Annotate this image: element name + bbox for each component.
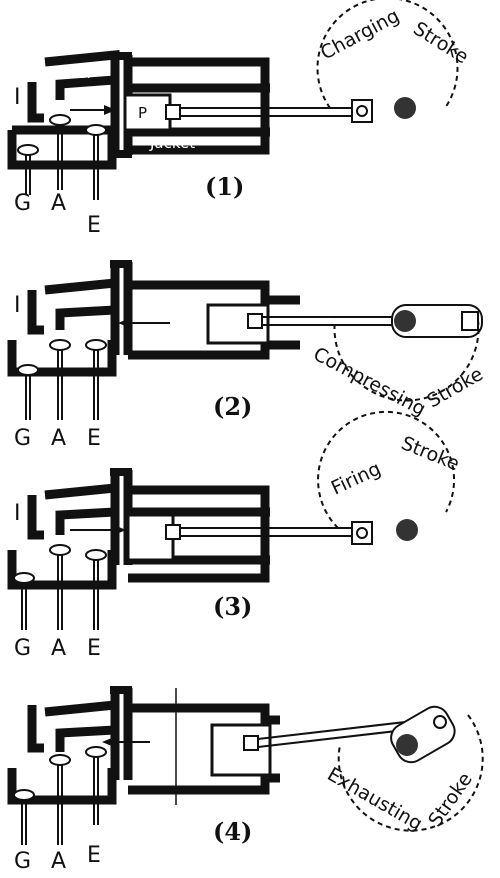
valve-label-g-3: G — [14, 636, 31, 661]
piston-4 — [210, 723, 272, 777]
valves-3 — [13, 544, 107, 630]
panel-2: I Compressing Stroke G A E (2) — [7, 260, 487, 451]
water-label-left: water — [50, 64, 94, 82]
rod-2 — [247, 304, 483, 338]
jacket-label: Jacket — [149, 134, 195, 152]
stroke-arc-2 — [333, 319, 480, 402]
stage-number-4: (4) — [213, 817, 252, 846]
piston-1 — [123, 93, 172, 132]
flow-arrow-3 — [70, 525, 126, 535]
rod-4 — [243, 705, 456, 764]
lever-4 — [27, 705, 44, 753]
stroke-word-3b: Stroke — [398, 432, 462, 475]
valve-label-a-3: A — [51, 636, 66, 661]
valve-label-e-4: E — [87, 843, 101, 868]
stroke-word-4a: Exhausting — [324, 763, 427, 835]
lever-label-3: I — [14, 501, 21, 526]
valve-label-a-1: A — [51, 191, 66, 216]
stroke-arc-3 — [317, 410, 456, 529]
valve-label-e-2: E — [87, 426, 101, 451]
lever-3 — [27, 495, 44, 540]
stroke-word-2a: Compressing — [310, 343, 430, 421]
valve-label-e-3: E — [87, 636, 101, 661]
flow-arrow-4 — [102, 737, 150, 747]
stroke-arc-4 — [337, 714, 484, 832]
rod-1 — [165, 97, 416, 123]
piston-label: P — [138, 104, 147, 122]
lever-label-2: I — [14, 293, 21, 318]
rod-3 — [165, 519, 418, 545]
stroke-word-3a: Firing — [328, 458, 384, 500]
crank-1 — [394, 97, 416, 119]
stroke-arc-1 — [316, 0, 459, 109]
valves-2 — [17, 339, 107, 420]
stage-number-1: (1) — [205, 172, 244, 201]
lever-2 — [27, 290, 44, 335]
stage-number-3: (3) — [213, 592, 252, 621]
valve-label-g-2: G — [14, 426, 31, 451]
valve-label-e-1: E — [87, 213, 101, 238]
valve-label-g-1: G — [14, 191, 31, 216]
stroke-word-2b: Stroke — [424, 363, 487, 412]
valves-4 — [13, 746, 107, 845]
lever-label-1: I — [14, 85, 21, 110]
flow-arrow-1 — [70, 105, 116, 115]
panel-1: I P water water Jacket Charging Stroke G… — [7, 0, 472, 238]
stroke-word-1b: Stroke — [409, 18, 472, 69]
flow-arrow-2 — [118, 318, 170, 328]
water-label-right: water — [165, 66, 209, 84]
valve-label-a-2: A — [51, 426, 66, 451]
lever-1 — [27, 82, 44, 123]
valve-label-a-4: A — [51, 849, 66, 874]
panel-3: I Firing Stroke G A E (3) — [7, 410, 463, 661]
stage-number-2: (2) — [213, 392, 252, 421]
valve-label-g-4: G — [14, 849, 31, 874]
panel-4: Exhausting Stroke G A E (4) — [7, 686, 484, 874]
valves-1 — [17, 114, 107, 200]
cylinder-1 — [7, 50, 270, 170]
stroke-word-1a: Charging — [317, 5, 403, 65]
